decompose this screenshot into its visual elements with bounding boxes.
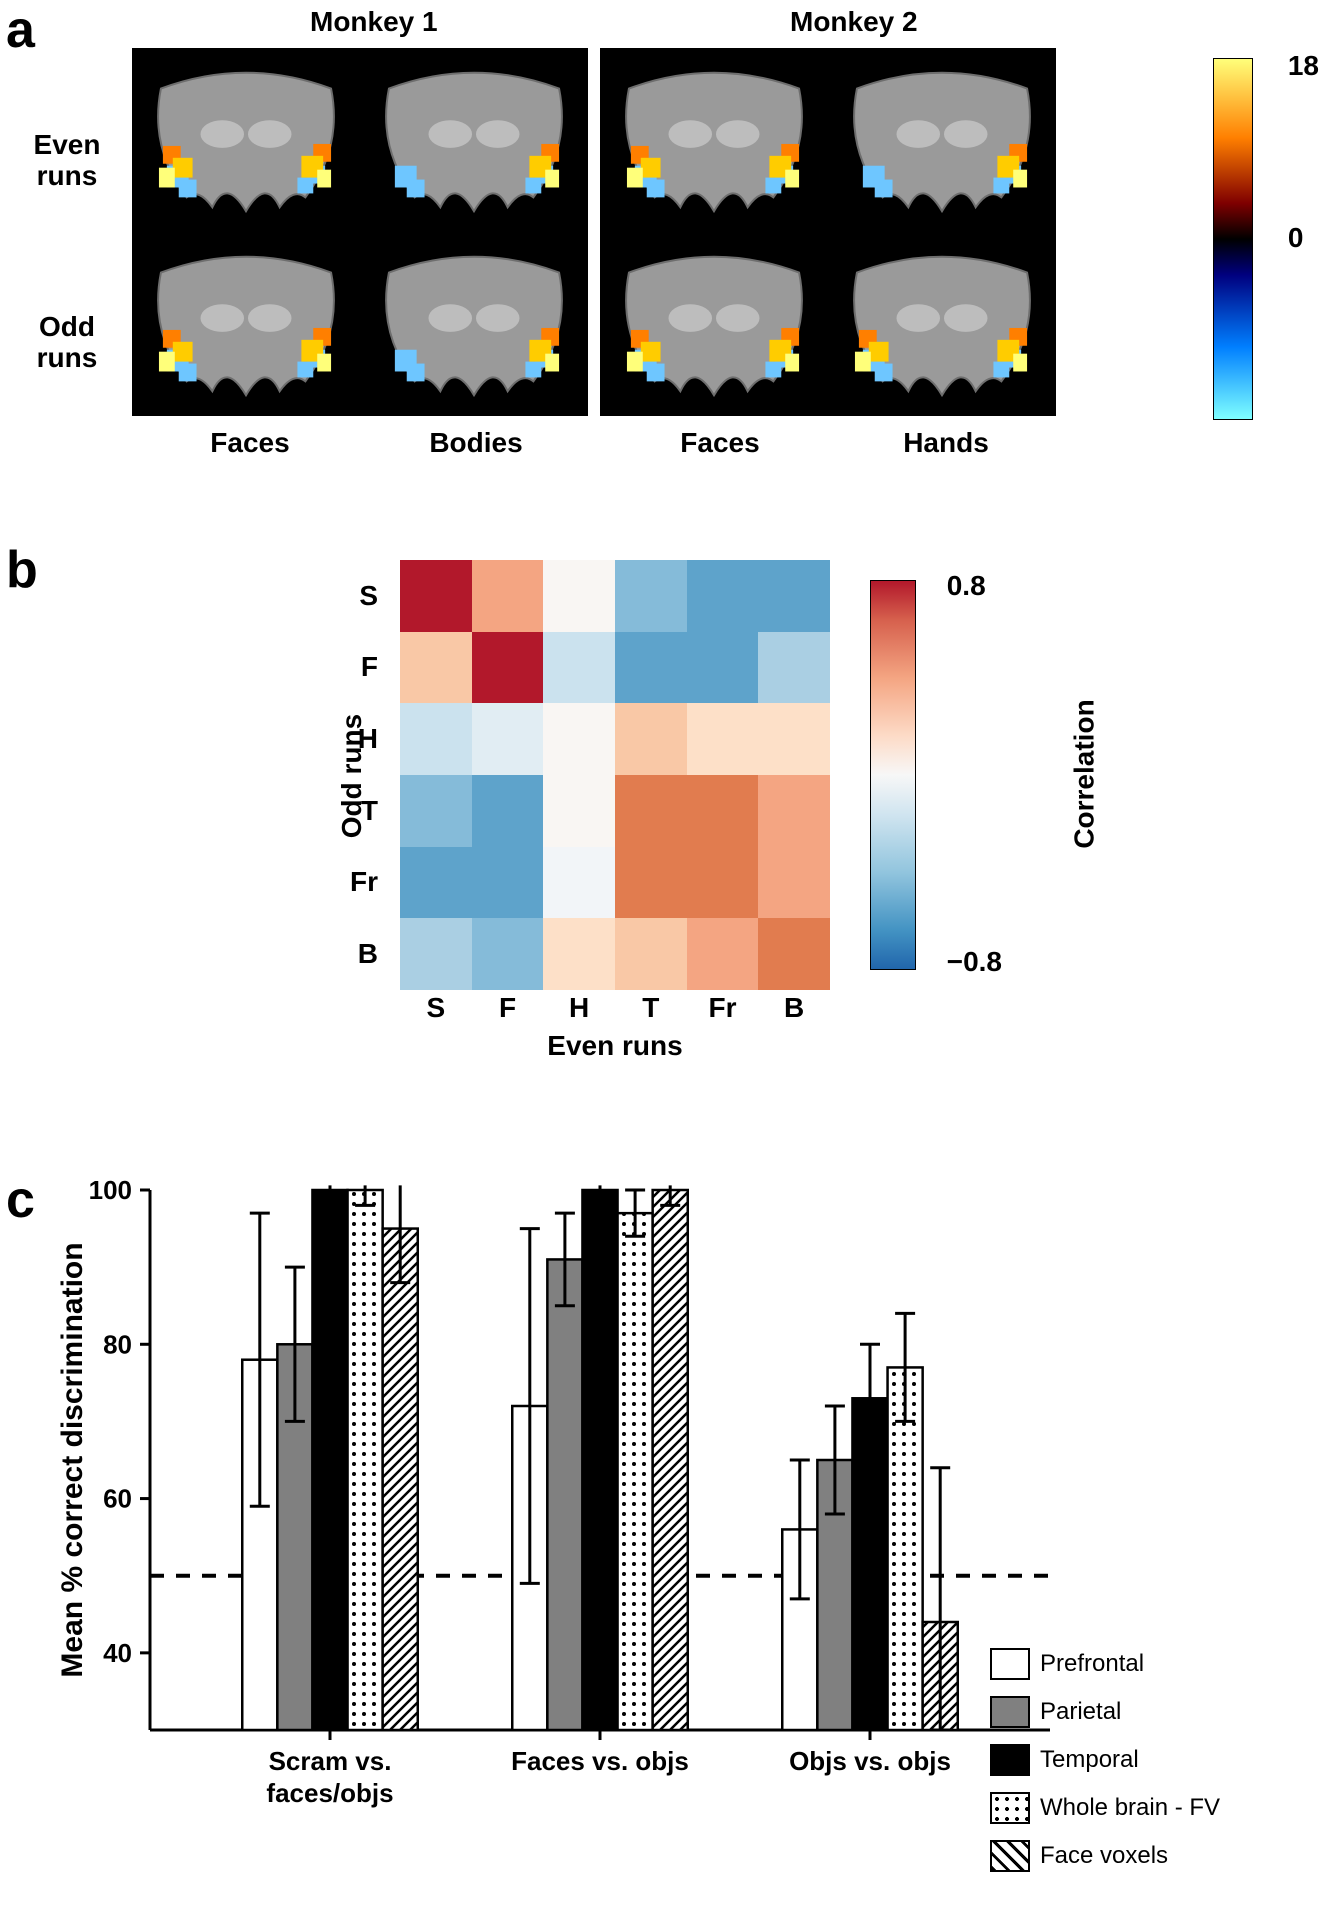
legend-item: Whole brain - FV bbox=[990, 1784, 1220, 1832]
heatmap-cell bbox=[615, 560, 687, 632]
heatmap-cell bbox=[615, 775, 687, 847]
heatmap-cell bbox=[758, 847, 830, 919]
odd-runs-label: Odd runs bbox=[12, 312, 122, 374]
heatmap-cell bbox=[687, 560, 759, 632]
heatmap-cell bbox=[472, 918, 544, 990]
bar bbox=[582, 1190, 617, 1730]
heatmap-cell bbox=[400, 847, 472, 919]
svg-text:Faces vs. objs: Faces vs. objs bbox=[511, 1746, 689, 1776]
svg-text:40: 40 bbox=[103, 1638, 132, 1668]
heatmap-cell bbox=[687, 918, 759, 990]
panel-label-c: c bbox=[6, 1170, 35, 1230]
panel-b: b SFHTFrB SFHTFrB Odd runs Even runs 0.8… bbox=[0, 540, 1331, 1100]
heatmap-cell bbox=[543, 703, 615, 775]
monkey2-title: Monkey 2 bbox=[790, 6, 918, 38]
col-hands: Hands bbox=[836, 427, 1056, 459]
heatmap-cell bbox=[543, 632, 615, 704]
panel-label-b: b bbox=[6, 540, 38, 600]
heatmap-cell bbox=[758, 918, 830, 990]
bar bbox=[312, 1190, 347, 1730]
legend-item: Prefrontal bbox=[990, 1640, 1220, 1688]
heatmap-cell bbox=[472, 703, 544, 775]
brain-slice bbox=[600, 232, 828, 416]
heatmap-cell bbox=[472, 775, 544, 847]
heatmap-cell bbox=[472, 560, 544, 632]
col-faces-2: Faces bbox=[610, 427, 830, 459]
heatmap-cell bbox=[615, 847, 687, 919]
monkey1-title: Monkey 1 bbox=[310, 6, 438, 38]
heatmap-cell bbox=[758, 632, 830, 704]
legend-item: Parietal bbox=[990, 1688, 1220, 1736]
heatmap-xticks: SFHTFrB bbox=[400, 992, 830, 1024]
heatmap-cell bbox=[615, 918, 687, 990]
col-bodies: Bodies bbox=[366, 427, 586, 459]
heatmap-cell bbox=[472, 847, 544, 919]
correlation-heatmap bbox=[400, 560, 830, 990]
heatmap-cell bbox=[687, 775, 759, 847]
heatmap-cell bbox=[543, 775, 615, 847]
heatmap-cell bbox=[758, 560, 830, 632]
brain-slice bbox=[132, 232, 360, 416]
heatmap-cell bbox=[615, 703, 687, 775]
heatmap-cell bbox=[472, 632, 544, 704]
heatmap-cell bbox=[615, 632, 687, 704]
heatmap-cell bbox=[400, 775, 472, 847]
chart-legend: PrefrontalParietalTemporalWhole brain - … bbox=[990, 1640, 1220, 1880]
heatmap-cell bbox=[687, 847, 759, 919]
heatmap-cell bbox=[758, 703, 830, 775]
brain-slice bbox=[600, 48, 828, 232]
legend-item: Temporal bbox=[990, 1736, 1220, 1784]
heatmap-cell bbox=[543, 560, 615, 632]
svg-text:60: 60 bbox=[103, 1484, 132, 1514]
brain-slice bbox=[360, 232, 588, 416]
heatmap-xlabel: Even runs bbox=[400, 1030, 830, 1062]
legend-item: Face voxels bbox=[990, 1832, 1220, 1880]
heatmap-ylabel: Odd runs bbox=[336, 714, 368, 838]
bar bbox=[618, 1213, 653, 1730]
brain-slice bbox=[360, 48, 588, 232]
bar bbox=[348, 1190, 383, 1730]
brain-grid bbox=[132, 48, 1056, 416]
discrimination-bar-chart: 40 60 80 100 Mean % correct discrimination Sc… bbox=[60, 1180, 1080, 1900]
bar bbox=[653, 1190, 688, 1730]
heatmap-cell bbox=[687, 632, 759, 704]
heatmap-cell bbox=[543, 918, 615, 990]
heatmap-cell bbox=[758, 775, 830, 847]
svg-text:Mean % correct discrimination: Mean % correct discrimination bbox=[60, 1242, 89, 1677]
svg-text:100: 100 bbox=[89, 1180, 132, 1205]
brain-slice bbox=[132, 48, 360, 232]
brain-slice bbox=[828, 48, 1056, 232]
bar bbox=[383, 1229, 418, 1730]
svg-text:faces/objs: faces/objs bbox=[266, 1778, 393, 1808]
panel-c: c 40 60 80 100 Mean % correct discrimination… bbox=[0, 1170, 1331, 1910]
svg-text:Scram vs.: Scram vs. bbox=[269, 1746, 392, 1776]
heatmap-cell bbox=[400, 632, 472, 704]
svg-text:80: 80 bbox=[103, 1329, 132, 1359]
col-faces-1: Faces bbox=[140, 427, 360, 459]
panel-b-colorbar: 0.8 −0.8 bbox=[870, 580, 914, 968]
even-runs-label: Even runs bbox=[12, 130, 122, 192]
colorbar-label: Correlation bbox=[1069, 699, 1101, 848]
panel-a: a Monkey 1 Monkey 2 Even runs Odd runs F… bbox=[0, 0, 1331, 465]
heatmap-cell bbox=[400, 918, 472, 990]
heatmap-cell bbox=[400, 560, 472, 632]
svg-text:Objs vs. objs: Objs vs. objs bbox=[789, 1746, 951, 1776]
heatmap-cell bbox=[687, 703, 759, 775]
bar bbox=[547, 1259, 582, 1730]
panel-a-colorbar: 18 0 - bbox=[1213, 58, 1251, 418]
heatmap-cell bbox=[400, 703, 472, 775]
brain-slice bbox=[828, 232, 1056, 416]
panel-label-a: a bbox=[6, 0, 35, 60]
heatmap-cell bbox=[543, 847, 615, 919]
